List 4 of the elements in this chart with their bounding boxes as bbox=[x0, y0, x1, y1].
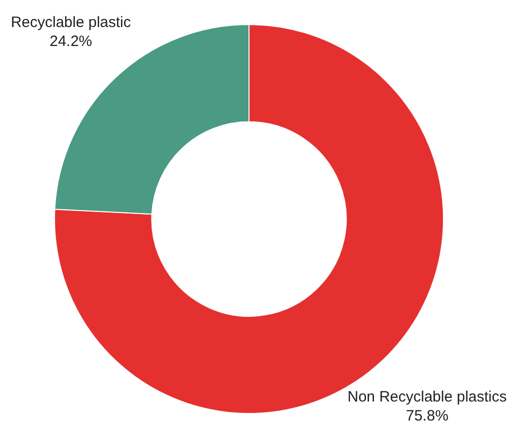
data-label: 24.2% bbox=[50, 32, 92, 50]
slice-label: Non Recyclable plastics bbox=[348, 388, 507, 406]
data-label: 75.8% bbox=[406, 407, 448, 424]
slice-label: Recyclable plastic bbox=[10, 14, 132, 31]
